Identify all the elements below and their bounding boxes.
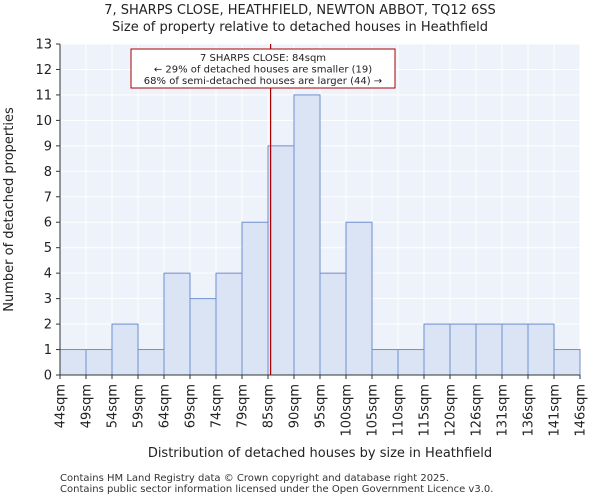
footer-line-1: Contains HM Land Registry data © Crown c… — [60, 473, 449, 484]
bar-64sqm — [163, 272, 191, 376]
annotation-line-3: 68% of semi-detached houses are larger (… — [144, 76, 382, 87]
y-tick-label-4: 4 — [44, 267, 52, 282]
annotation-line-2: ← 29% of detached houses are smaller (19… — [154, 65, 372, 76]
bar-74sqm — [215, 272, 243, 376]
chart-title-block: 7, SHARPS CLOSE, HEATHFIELD, NEWTON ABBO… — [0, 2, 600, 36]
x-tick-label-110sqm: 110sqm — [392, 384, 407, 437]
bar-54sqm — [111, 323, 139, 376]
y-tick-label-5: 5 — [44, 241, 52, 256]
x-tick-label-54sqm: 54sqm — [106, 384, 121, 428]
bar-85sqm — [267, 145, 295, 376]
y-tick-label-12: 12 — [35, 63, 52, 78]
bar-110sqm — [397, 349, 425, 376]
chart-title: 7, SHARPS CLOSE, HEATHFIELD, NEWTON ABBO… — [104, 3, 496, 18]
bar-115sqm — [423, 323, 451, 376]
bar-100sqm — [345, 221, 373, 376]
x-axis-label: Distribution of detached houses by size … — [148, 446, 492, 461]
y-tick-label-10: 10 — [35, 114, 52, 129]
bar-131sqm — [501, 323, 529, 376]
annotation-box: 7 SHARPS CLOSE: 84sqm ← 29% of detached … — [130, 48, 396, 89]
footer-line-2: Contains public sector information licen… — [60, 484, 494, 495]
axes — [56, 43, 581, 379]
x-tick-label-131sqm: 131sqm — [496, 384, 511, 437]
bar-95sqm — [319, 272, 347, 376]
y-tick-label-7: 7 — [44, 190, 52, 205]
x-tick-label-79sqm: 79sqm — [236, 384, 251, 428]
x-tick-label-49sqm: 49sqm — [80, 384, 95, 428]
annotation-frame — [130, 48, 396, 89]
footer: Contains HM Land Registry data © Crown c… — [60, 473, 493, 495]
bar-79sqm — [241, 221, 269, 376]
x-tick-label-115sqm: 115sqm — [418, 384, 433, 437]
x-tick-label-59sqm: 59sqm — [132, 384, 147, 428]
x-tick-label-105sqm: 105sqm — [366, 384, 381, 437]
bar-90sqm — [293, 94, 321, 376]
y-tick-label-2: 2 — [44, 318, 52, 333]
bar-141sqm — [553, 349, 581, 376]
y-tick-label-8: 8 — [44, 165, 52, 180]
bar-136sqm — [527, 323, 555, 376]
bar-120sqm — [449, 323, 477, 376]
x-tick-label-146sqm: 146sqm — [574, 384, 589, 437]
x-tick-label-120sqm: 120sqm — [444, 384, 459, 437]
bar-126sqm — [475, 323, 503, 376]
x-tick-label-85sqm: 85sqm — [262, 384, 277, 428]
x-tick-label-100sqm: 100sqm — [340, 384, 355, 437]
y-tick-label-6: 6 — [44, 216, 52, 231]
chart-subtitle: Size of property relative to detached ho… — [112, 20, 488, 35]
bar-49sqm — [85, 349, 113, 376]
bar-59sqm — [137, 349, 165, 376]
x-tick-label-95sqm: 95sqm — [314, 384, 329, 428]
x-tick-label-69sqm: 69sqm — [184, 384, 199, 428]
x-tick-label-64sqm: 64sqm — [158, 384, 173, 428]
bar-105sqm — [371, 349, 399, 376]
x-tick-labels: 44sqm 49sqm 54sqm 59sqm 64sqm 69sqm 74sqm 79sqm… — [54, 384, 589, 437]
x-tick-label-126sqm: 126sqm — [470, 384, 485, 437]
x-tick-label-74sqm: 74sqm — [210, 384, 225, 428]
y-tick-label-1: 1 — [44, 343, 52, 358]
y-tick-label-9: 9 — [44, 139, 52, 154]
x-tick-label-90sqm: 90sqm — [288, 384, 303, 428]
bar-44sqm — [59, 349, 87, 376]
y-tick-label-0: 0 — [44, 369, 52, 384]
y-tick-label-11: 11 — [35, 88, 52, 103]
bar-69sqm — [189, 298, 217, 376]
y-tick-label-13: 13 — [35, 38, 52, 53]
x-tick-label-44sqm: 44sqm — [54, 384, 69, 428]
x-tick-label-141sqm: 141sqm — [548, 384, 563, 437]
x-tick-label-136sqm: 136sqm — [522, 384, 537, 437]
annotation-line-1: 7 SHARPS CLOSE: 84sqm — [200, 53, 326, 64]
y-axis-label: Number of detached properties — [2, 107, 17, 312]
y-tick-label-3: 3 — [44, 292, 52, 307]
